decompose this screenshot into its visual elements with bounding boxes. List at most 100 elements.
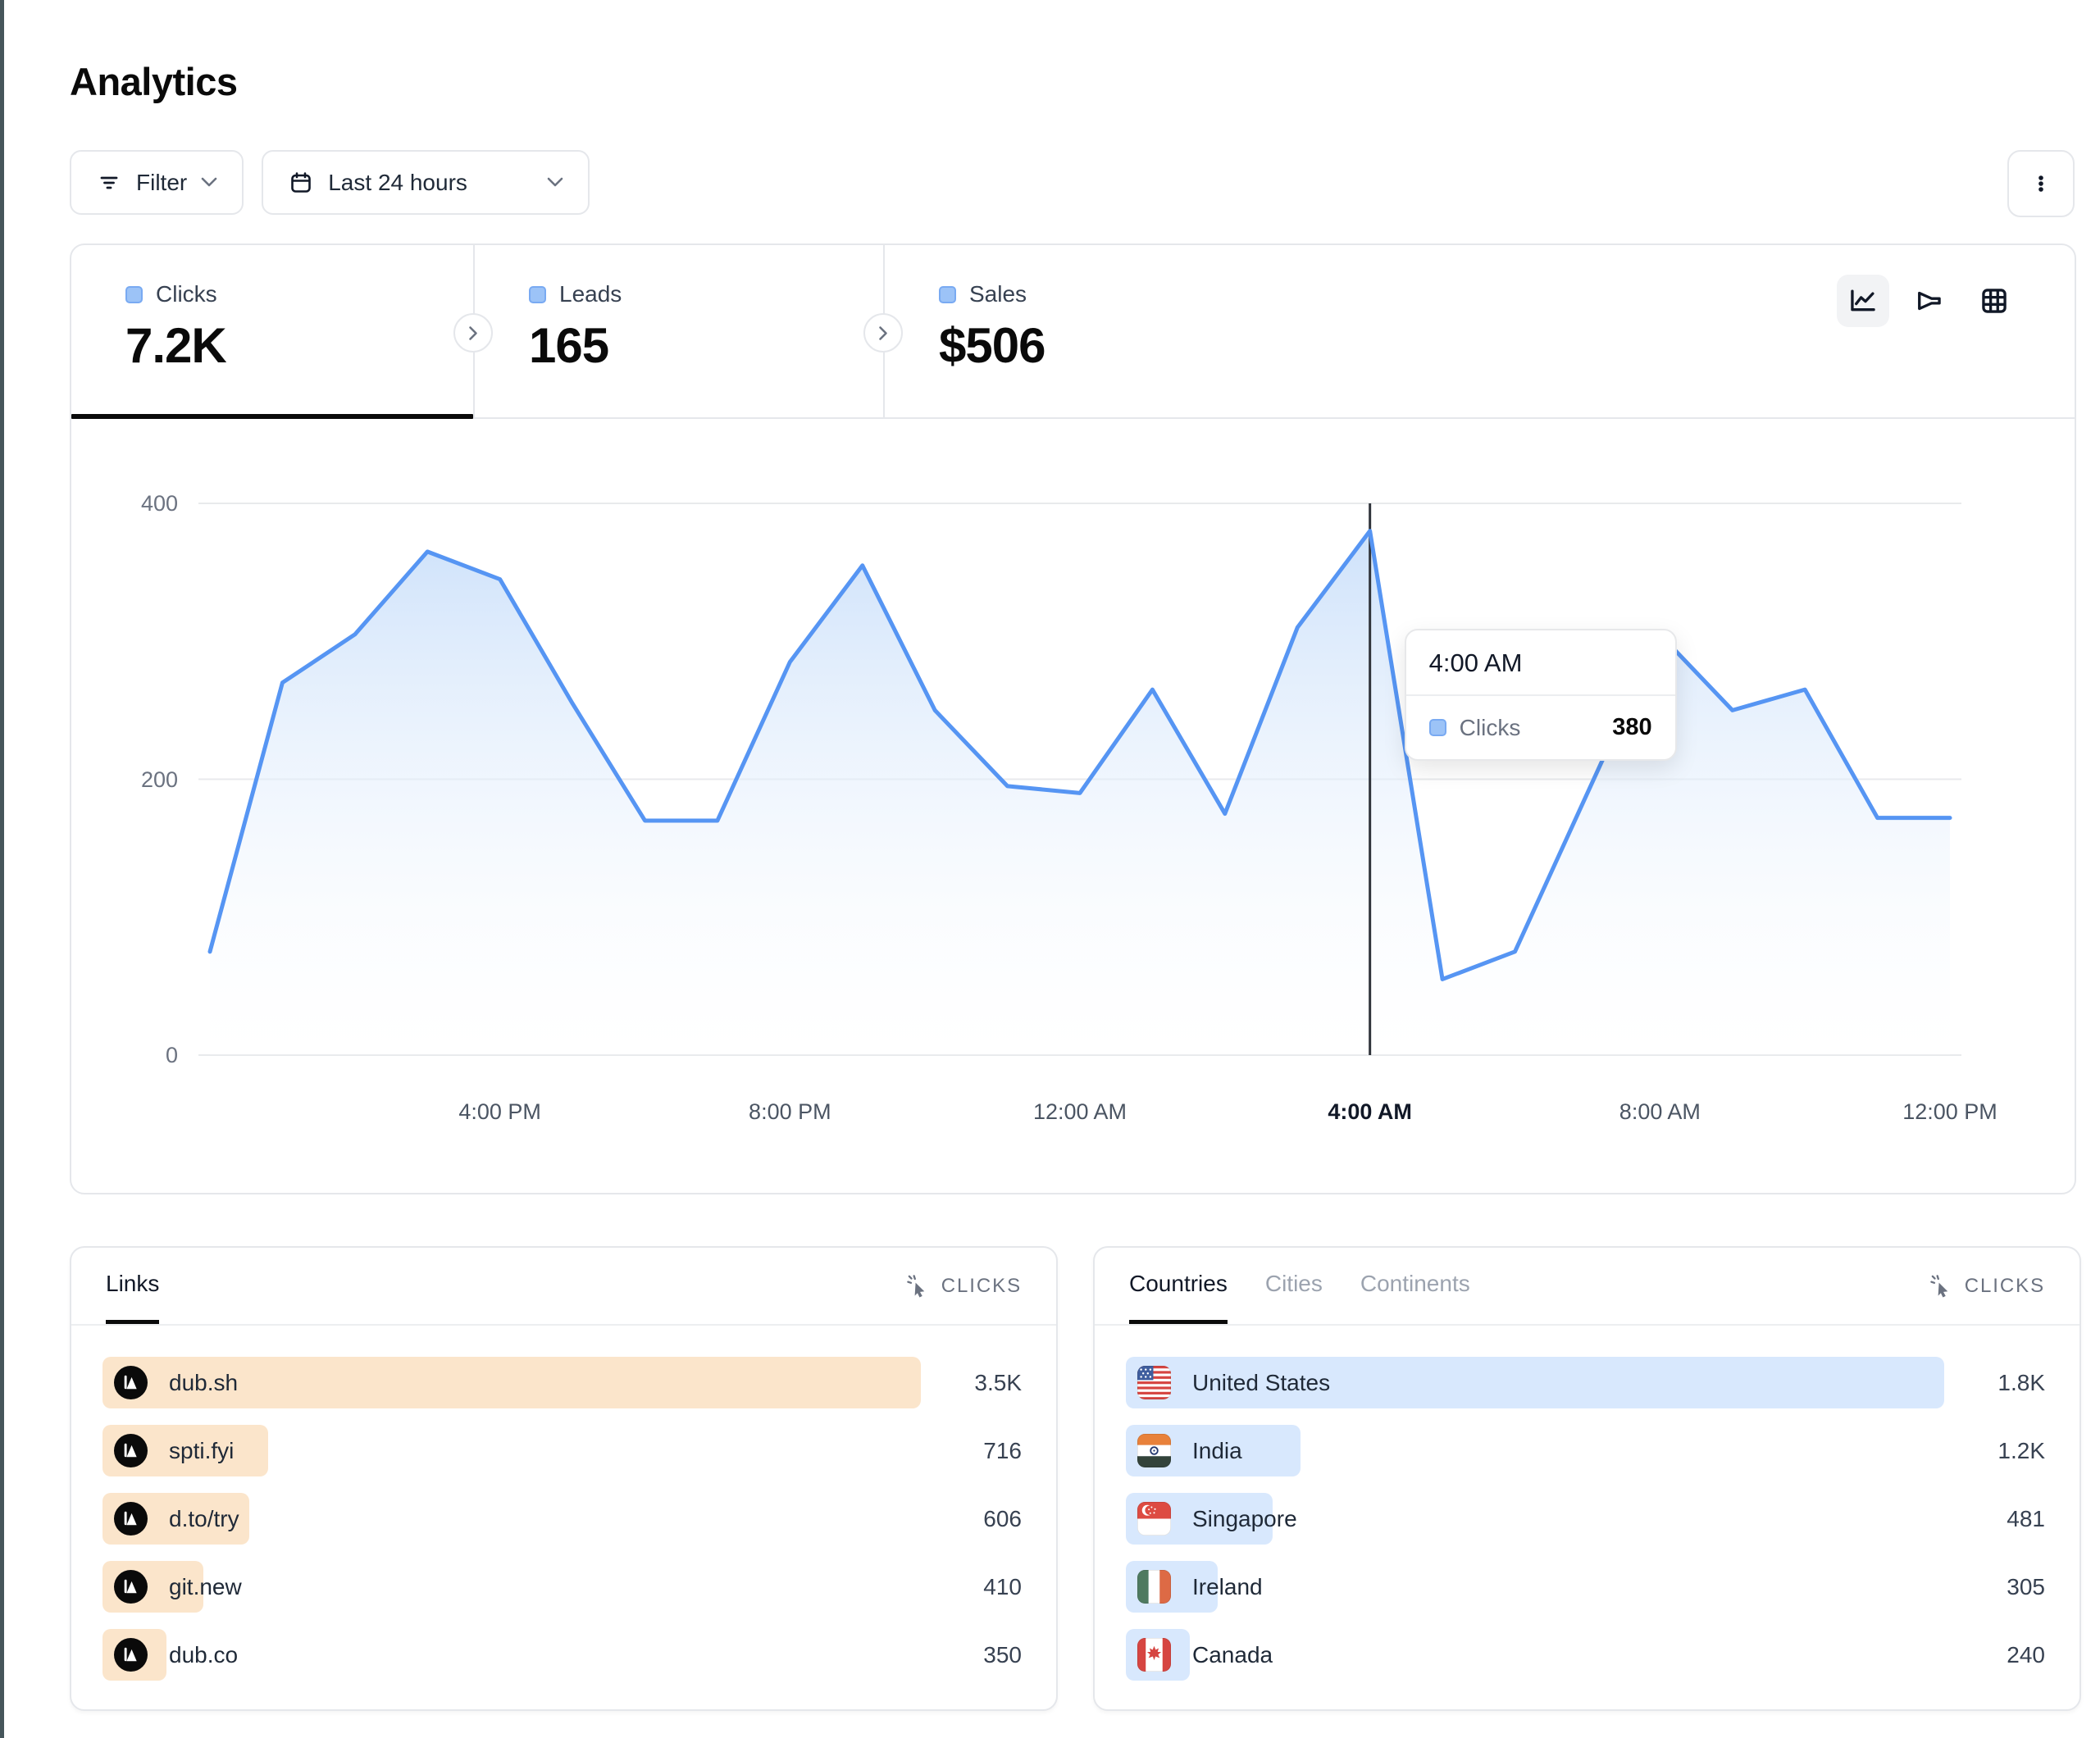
x-axis-label: 4:00 PM [458,1099,541,1124]
countries-tabs: Countries Cities Continents [1129,1248,1470,1324]
dub-logo-icon [114,1570,148,1604]
row-label: India [1192,1437,1242,1463]
x-axis: 4:00 PM 8:00 PM 12:00 AM 4:00 AM 8:00 AM 12:0… [198,1099,1997,1135]
tab-clicks[interactable]: Clicks 7.2K [71,245,473,417]
y-axis-label: 200 [140,767,178,792]
chevron-right-button[interactable] [453,313,493,353]
tooltip-series-label: Clicks [1459,714,1521,740]
list-item-dub.sh[interactable]: dub.sh 3.5K [102,1357,1022,1408]
date-range-button[interactable]: Last 24 hours [262,150,590,215]
toolbar: Filter Last 24 hours [70,150,590,215]
row-bar [1126,1357,1944,1408]
x-axis-label: 8:00 AM [1619,1099,1701,1124]
page-title: Analytics [70,60,238,103]
list-item-git.new[interactable]: git.new 410 [102,1561,1022,1613]
list-item-India[interactable]: India 1.2K [1126,1425,2045,1476]
stat-value: $506 [939,318,1045,373]
filter-icon [96,170,122,196]
links-panel: Links CLICKS dub.sh 3.5K spti.fyi 716 d.to/t… [70,1246,1058,1711]
row-label: Canada [1192,1641,1273,1667]
list-item-Singapore[interactable]: Singapore 481 [1126,1493,2045,1545]
dub-logo-icon [114,1434,148,1467]
row-value: 716 [983,1437,1022,1463]
tooltip-legend-icon [1428,719,1446,736]
row-value: 240 [2007,1641,2045,1667]
dub-logo-icon [114,1638,148,1672]
tab-sales[interactable]: Sales $506 [883,245,2075,417]
row-value: 305 [2007,1573,2045,1599]
flag-ie-icon [1137,1570,1171,1604]
chevron-right-button[interactable] [863,313,903,353]
countries-panel: Countries Cities Continents CLICKS United … [1093,1246,2081,1711]
row-label: Ireland [1192,1573,1263,1599]
sales-legend-icon [939,285,956,303]
links-metric-toggle[interactable]: CLICKS [904,1272,1022,1299]
tab-countries[interactable]: Countries [1129,1248,1228,1324]
flag-ca-icon [1137,1638,1171,1672]
chevron-down-icon [201,177,217,188]
clicks-area-chart[interactable]: 0 200 400 4:00 PM 8:00 PM 12:00 AM 4:00 AM 8:0… [141,491,1998,1124]
list-item-Ireland[interactable]: Ireland 305 [1126,1561,2045,1613]
row-value: 410 [983,1573,1022,1599]
tab-leads[interactable]: Leads 165 [473,245,883,417]
stats-tabs: Clicks 7.2K Leads 165 Sales $506 [71,245,2075,419]
click-cursor-icon [1928,1272,1955,1299]
row-label: dub.sh [169,1369,239,1395]
list-item-spti.fyi[interactable]: spti.fyi 716 [102,1425,1022,1476]
active-tab-underline [71,414,473,419]
y-axis-label: 400 [140,491,178,516]
list-item-dub.co[interactable]: dub.co 350 [102,1629,1022,1681]
tab-cities[interactable]: Cities [1264,1271,1323,1296]
row-value: 481 [2007,1505,2045,1531]
tab-links[interactable]: Links [106,1248,160,1324]
funnel-view-button[interactable] [1902,275,1955,327]
chart-view-toggle [1837,275,2020,327]
links-list: dub.sh 3.5K spti.fyi 716 d.to/try 606 git.new 4… [71,1326,1056,1681]
row-value: 3.5K [974,1369,1022,1395]
list-item-d.to/try[interactable]: d.to/try 606 [102,1493,1022,1545]
row-label: git.new [169,1573,242,1599]
stat-value: 165 [529,318,609,373]
tab-continents[interactable]: Continents [1360,1271,1470,1296]
filter-button-label: Filter [136,169,188,195]
list-item-Canada[interactable]: Canada 240 [1126,1629,2045,1681]
line-chart-icon [1847,285,1879,316]
row-value: 1.2K [1998,1437,2045,1463]
calendar-icon [288,170,314,196]
row-label: dub.co [169,1641,239,1667]
x-axis-label: 4:00 AM [1328,1099,1412,1124]
x-axis-label: 8:00 PM [749,1099,831,1124]
dub-logo-icon [114,1502,148,1536]
grid-icon [1979,285,2010,316]
leads-legend-icon [529,285,546,303]
clicks-legend-icon [125,285,143,303]
row-label: d.to/try [169,1505,239,1531]
stat-label: Clicks [156,281,217,307]
filter-button[interactable]: Filter [70,150,244,215]
row-label: spti.fyi [169,1437,235,1463]
dub-logo-icon [114,1366,148,1399]
tooltip-time: 4:00 AM [1405,630,1675,696]
more-options-button[interactable] [2007,150,2075,217]
flag-in-icon [1137,1434,1171,1467]
metric-label: CLICKS [941,1274,1022,1297]
line-chart-view-button[interactable] [1837,275,1889,327]
x-axis-label: 12:00 PM [1902,1099,1998,1124]
stat-label: Leads [559,281,622,307]
stat-value: 7.2K [125,318,227,373]
list-item-United States[interactable]: United States 1.8K [1126,1357,2045,1408]
row-label: United States [1192,1369,1331,1395]
countries-metric-toggle[interactable]: CLICKS [1928,1272,2045,1299]
chart-tooltip: 4:00 AM Clicks 380 [1404,629,1677,761]
flag-us-icon [1137,1366,1171,1399]
table-view-button[interactable] [1968,275,2020,327]
funnel-chart-icon [1913,285,1944,316]
countries-list: United States 1.8K India 1.2K Singapore 481 Ir… [1095,1326,2080,1681]
date-range-label: Last 24 hours [328,169,467,195]
analytics-chart-card: Clicks 7.2K Leads 165 Sales $506 [70,243,2076,1194]
row-value: 350 [983,1641,1022,1667]
left-window-border [0,0,4,1738]
y-axis-label: 0 [165,1043,178,1067]
chevron-right-icon [468,325,479,341]
